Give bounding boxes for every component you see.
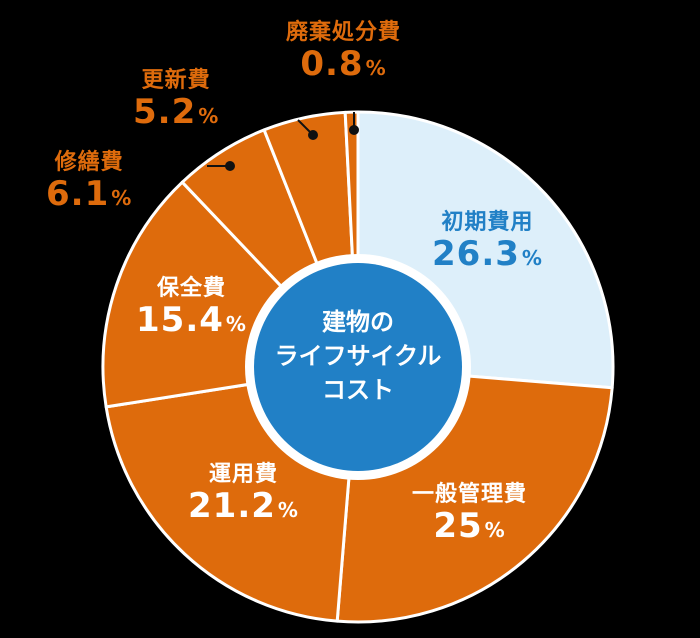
center-line-3: コスト xyxy=(322,376,394,404)
center-circle xyxy=(254,263,462,471)
label-value: 0.8 xyxy=(300,44,364,84)
center-line-1: 建物の xyxy=(322,308,394,336)
leader-dot-renewal xyxy=(308,130,318,140)
label-name: 更新費 xyxy=(141,68,211,93)
label-value: 15.4 xyxy=(136,300,224,340)
label-name: 一般管理費 xyxy=(412,482,528,507)
label-renewal: 更新費 5.2% xyxy=(133,68,220,132)
label-name: 修繕費 xyxy=(54,150,124,175)
label-repair: 修繕費 6.1% xyxy=(46,150,133,214)
leader-dot-repair xyxy=(225,161,235,171)
label-initial-cost: 初期費用 26.3% xyxy=(432,210,543,274)
label-operation: 運用費 21.2% xyxy=(188,462,299,526)
label-value: 26.3 xyxy=(432,234,520,274)
label-name: 運用費 xyxy=(208,462,278,487)
label-name: 保全費 xyxy=(156,276,226,301)
label-value: 5.2 xyxy=(133,92,197,132)
center-line-2: ライフサイクル xyxy=(274,342,442,370)
label-name: 廃棄処分費 xyxy=(286,20,402,45)
leader-dot-disposal xyxy=(349,125,359,135)
label-value: 6.1 xyxy=(46,174,110,214)
label-value: 21.2 xyxy=(188,486,276,526)
label-value: 25 xyxy=(433,506,483,546)
label-disposal: 廃棄処分費 0.8% xyxy=(286,20,402,84)
center-title: 建物の ライフサイクル コスト xyxy=(250,305,466,407)
label-name: 初期費用 xyxy=(441,210,534,235)
leader-lines xyxy=(207,112,359,171)
label-general-admin: 一般管理費 25% xyxy=(412,482,528,546)
label-maintenance: 保全費 15.4% xyxy=(136,276,247,340)
